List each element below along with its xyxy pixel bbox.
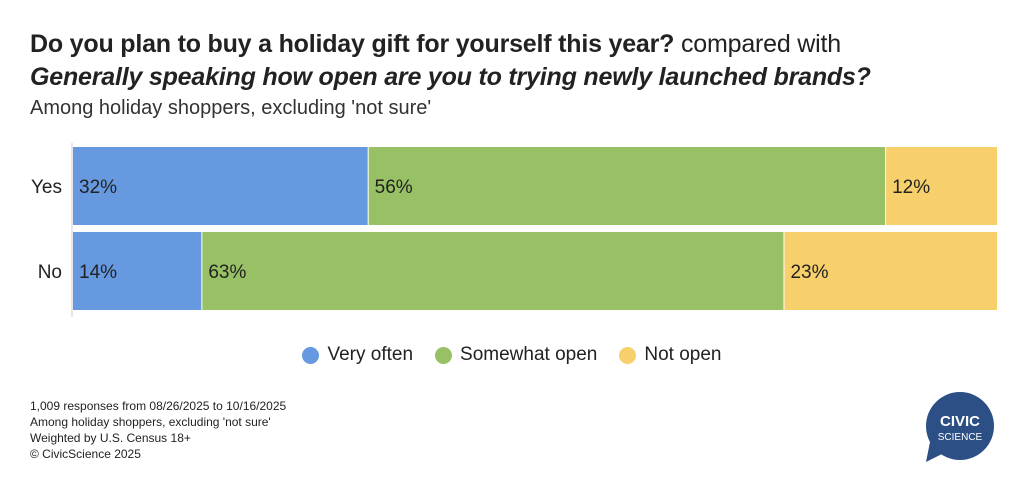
civicscience-logo: CIVIC SCIENCE: [926, 392, 994, 462]
bar-yes-very-often: [73, 147, 368, 225]
logo-text-civic: CIVIC: [940, 413, 980, 430]
chart-title-connector: compared with: [674, 30, 841, 58]
category-label-no: No: [38, 262, 62, 283]
footer-copyright: © CivicScience 2025: [30, 447, 141, 461]
legend-swatch-not-open: [619, 346, 637, 364]
data-label-yes-somewhat-open: 56%: [375, 177, 413, 198]
legend-item-somewhat-open: Somewhat open: [435, 344, 597, 366]
bar-no-very-often: [73, 232, 202, 310]
footer-responses: 1,009 responses from 08/26/2025 to 10/16…: [30, 399, 287, 413]
footer-weighting: Weighted by U.S. Census 18+: [30, 431, 191, 445]
chart-title-comparison: Generally speaking how open are you to t…: [30, 63, 871, 91]
legend-swatch-very-often: [302, 346, 320, 364]
legend-label-very-often: Very often: [327, 344, 414, 365]
chart-legend: Very often Somewhat open Not open: [0, 344, 1024, 366]
chart-footer: 1,009 responses from 08/26/2025 to 10/16…: [30, 398, 286, 462]
chart-title-block: Do you plan to buy a holiday gift for yo…: [30, 28, 1010, 122]
chart-title-line1: Do you plan to buy a holiday gift for yo…: [30, 28, 1010, 61]
legend-item-not-open: Not open: [619, 344, 722, 366]
bar-yes-not-open: [886, 147, 997, 225]
data-label-no-somewhat-open: 63%: [208, 262, 246, 283]
logo-text-science: SCIENCE: [938, 432, 983, 443]
legend-label-not-open: Not open: [644, 344, 722, 365]
legend-swatch-somewhat-open: [435, 346, 453, 364]
bars-layer: 32% 56% 12% 14% 63% 23%: [73, 147, 997, 310]
data-label-no-very-often: 14%: [79, 262, 117, 283]
data-label-no-not-open: 23%: [790, 262, 828, 283]
bar-yes-somewhat-open: [368, 147, 886, 225]
data-label-yes-not-open: 12%: [892, 177, 930, 198]
legend-item-very-often: Very often: [302, 344, 413, 366]
footer-population: Among holiday shoppers, excluding 'not s…: [30, 415, 271, 429]
bar-no-somewhat-open: [202, 232, 784, 310]
data-label-yes-very-often: 32%: [79, 177, 117, 198]
legend-label-somewhat-open: Somewhat open: [460, 344, 598, 365]
stacked-bar-chart: 32% 56% 12% 14% 63% 23% Yes No: [31, 143, 997, 317]
bar-no-not-open: [784, 232, 997, 310]
chart-subtitle: Among holiday shoppers, excluding 'not s…: [30, 97, 432, 119]
chart-title-question: Do you plan to buy a holiday gift for yo…: [30, 30, 675, 58]
category-label-yes: Yes: [31, 177, 62, 198]
